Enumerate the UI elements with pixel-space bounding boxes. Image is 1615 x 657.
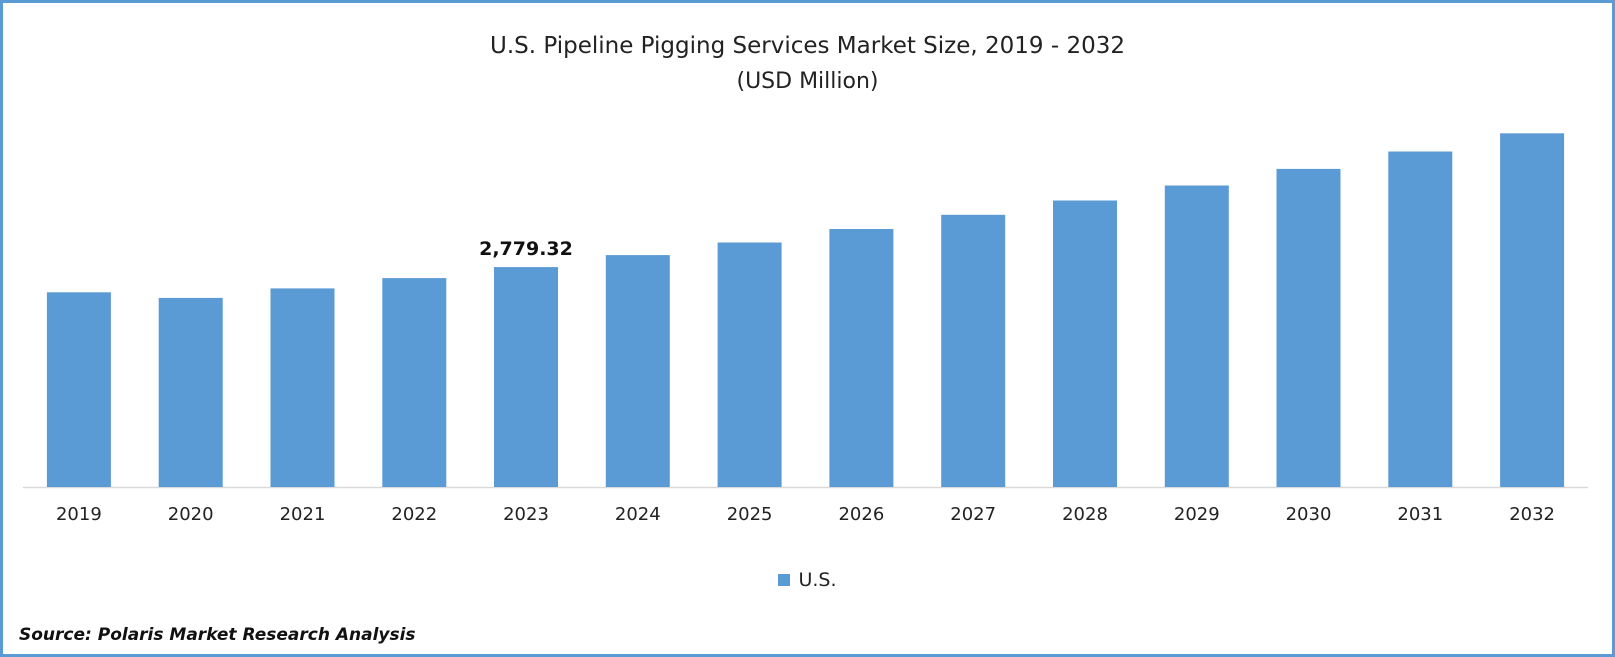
x-tick-label-2022: 2022 <box>391 504 437 525</box>
x-tick-label-2026: 2026 <box>838 504 884 525</box>
bar-2029 <box>1164 185 1229 487</box>
chart-title: U.S. Pipeline Pigging Services Market Si… <box>489 33 1125 59</box>
bar-2021 <box>270 288 335 487</box>
x-tick-label-2028: 2028 <box>1062 504 1108 525</box>
x-tick-label-2025: 2025 <box>727 504 773 525</box>
x-tick-label-2024: 2024 <box>615 504 661 525</box>
x-tick-label-2032: 2032 <box>1509 504 1555 525</box>
source-note: Source: Polaris Market Research Analysis <box>19 625 416 645</box>
bar-2032 <box>1500 133 1565 488</box>
legend-swatch <box>778 574 791 586</box>
bar-2026 <box>829 229 894 487</box>
bar-2028 <box>1053 200 1117 487</box>
legend-label: U.S. <box>798 569 837 591</box>
bar-2020 <box>158 297 223 487</box>
x-tick-label-2023: 2023 <box>503 504 549 525</box>
bar-chart: 2019 2020 2021 2022 2023 2,779.32 2024 2025 2026… <box>23 133 1588 525</box>
x-tick-label-2019: 2019 <box>56 504 102 525</box>
x-tick-label-2030: 2030 <box>1286 504 1332 525</box>
x-tick-label-2029: 2029 <box>1174 504 1220 525</box>
bar-2019 <box>46 292 111 487</box>
x-tick-label-2031: 2031 <box>1397 504 1443 525</box>
chart-subtitle: (USD Million) <box>736 69 879 94</box>
data-label-2023: 2,779.32 <box>479 238 573 260</box>
bar-2030 <box>1276 168 1341 487</box>
bar-2024 <box>605 255 670 487</box>
legend: U.S. <box>3 569 1612 591</box>
x-tick-label-2027: 2027 <box>950 504 996 525</box>
bar-2023 <box>494 267 558 487</box>
x-tick-label-2020: 2020 <box>168 504 214 525</box>
bar-2025 <box>717 242 782 487</box>
bar-2022 <box>382 278 447 487</box>
bar-2027 <box>941 214 1006 488</box>
bar-2031 <box>1388 151 1453 487</box>
x-tick-label-2021: 2021 <box>280 504 326 525</box>
